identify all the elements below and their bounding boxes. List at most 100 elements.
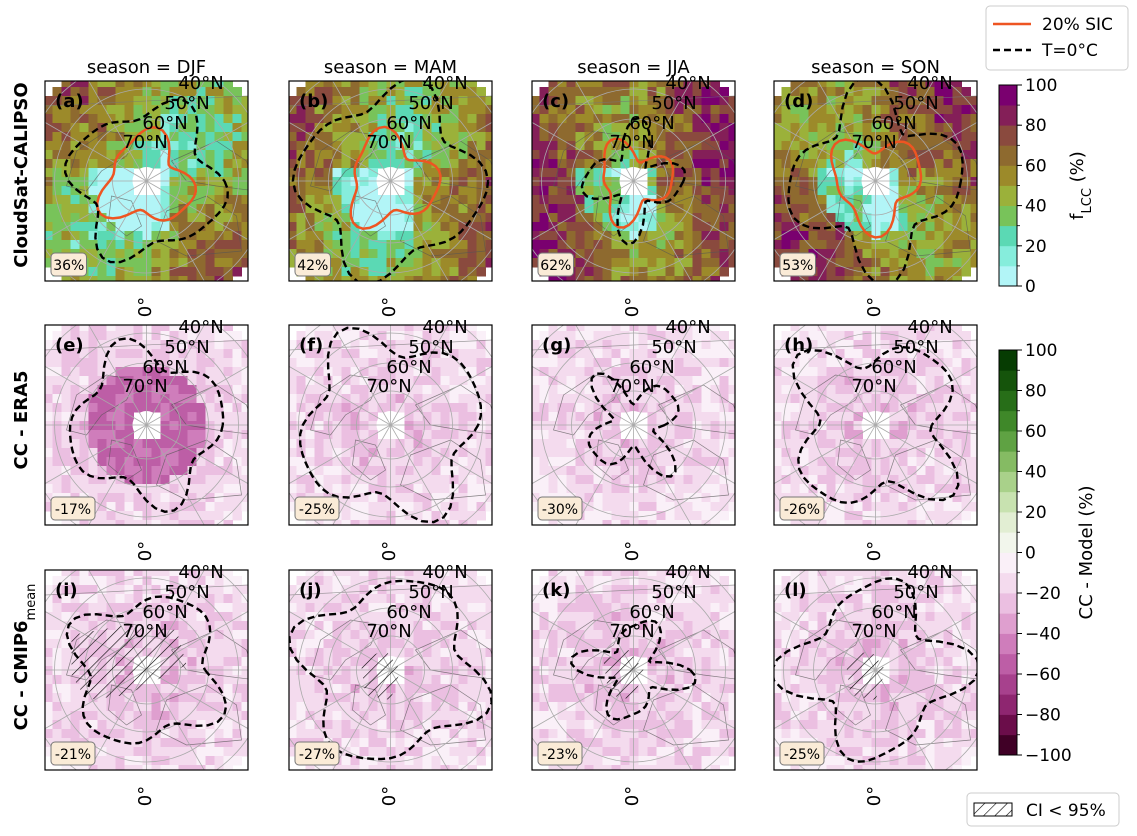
heatmap-cell xyxy=(323,603,333,613)
heatmap-cell xyxy=(79,331,89,341)
heatmap-cell xyxy=(151,394,161,404)
heatmap-cell xyxy=(665,340,675,350)
heatmap-cell xyxy=(611,231,621,241)
heatmap-cell xyxy=(593,258,603,268)
heatmap-cell xyxy=(719,87,729,97)
panel-h: 40°N50°N60°N70°N(h)-26%0° xyxy=(773,317,978,561)
heatmap-cell xyxy=(133,123,143,133)
heatmap-cell xyxy=(323,81,333,88)
heatmap-cell xyxy=(88,141,98,151)
heatmap-cell xyxy=(169,493,179,503)
heatmap-cell xyxy=(871,493,881,503)
heatmap-cell xyxy=(656,114,666,124)
heatmap-cell xyxy=(629,141,639,151)
heatmap-cell xyxy=(728,502,735,512)
heatmap-cell xyxy=(952,276,962,281)
heatmap-cell xyxy=(593,349,603,359)
heatmap-cell xyxy=(115,747,125,757)
heatmap-cell xyxy=(934,276,944,281)
heatmap-cell xyxy=(124,594,134,604)
heatmap-cell xyxy=(575,159,585,169)
heatmap-cell xyxy=(52,231,62,241)
heatmap-cell xyxy=(808,204,818,214)
heatmap-cell xyxy=(952,376,962,386)
heatmap-cell xyxy=(289,466,297,476)
heatmap-cell xyxy=(701,502,711,512)
heatmap-cell xyxy=(196,340,206,350)
heatmap-cell xyxy=(196,186,206,196)
heatmap-cell xyxy=(178,132,188,142)
heatmap-cell xyxy=(934,367,944,377)
heatmap-cell xyxy=(790,231,800,241)
heatmap-cell xyxy=(413,249,423,259)
heatmap-cell xyxy=(593,150,603,160)
heatmap-cell xyxy=(305,594,315,604)
heatmap-cell xyxy=(97,231,107,241)
heatmap-cell xyxy=(683,448,693,458)
heatmap-cell xyxy=(395,439,405,449)
heatmap-cell xyxy=(925,367,935,377)
heatmap-cell xyxy=(223,648,233,658)
heatmap-cell xyxy=(808,403,818,413)
heatmap-cell xyxy=(341,358,351,368)
heatmap-cell xyxy=(781,466,791,476)
heatmap-cell xyxy=(458,340,468,350)
heatmap-cell xyxy=(683,240,693,250)
heatmap-cell xyxy=(584,213,594,223)
heatmap-cell xyxy=(467,81,477,88)
longitude-line xyxy=(45,121,248,241)
heatmap-cell xyxy=(241,123,248,133)
heatmap-cell xyxy=(205,603,215,613)
heatmap-cell xyxy=(907,385,917,395)
heatmap-cell xyxy=(187,367,197,377)
heatmap-cell xyxy=(142,222,152,232)
heatmap-cell xyxy=(656,150,666,160)
heatmap-cell xyxy=(611,114,621,124)
heatmap-cell xyxy=(305,340,315,350)
heatmap-cell xyxy=(314,204,324,214)
heatmap-cell xyxy=(790,331,800,341)
heatmap-cell xyxy=(943,412,953,422)
heatmap-cell xyxy=(341,168,351,178)
heatmap-cell xyxy=(557,87,567,97)
heatmap-cell xyxy=(178,403,188,413)
panel-j: 40°N50°N60°N70°N(j)-27%0° xyxy=(288,562,493,806)
heatmap-cell xyxy=(241,747,248,757)
heatmap-cell xyxy=(142,213,152,223)
heatmap-cell xyxy=(169,502,179,512)
longitude-label: 0° xyxy=(379,541,400,561)
heatmap-cell xyxy=(178,325,188,332)
heatmap-cell xyxy=(377,114,387,124)
heatmap-cell xyxy=(289,439,297,449)
heatmap-cell xyxy=(728,240,735,250)
heatmap-cell xyxy=(178,585,188,595)
heatmap-cell xyxy=(142,367,152,377)
heatmap-cell xyxy=(169,684,179,694)
heatmap-cell xyxy=(323,394,333,404)
heatmap-cell xyxy=(413,105,423,115)
heatmap-cell xyxy=(377,520,387,525)
heatmap-cell xyxy=(79,358,89,368)
heatmap-cell xyxy=(70,325,80,332)
heatmap-cell xyxy=(232,711,242,721)
heatmap-cell xyxy=(952,105,962,115)
heatmap-cell xyxy=(880,493,890,503)
heatmap-cell xyxy=(593,222,603,232)
heatmap-cell xyxy=(638,123,648,133)
heatmap-cell xyxy=(413,340,423,350)
heatmap-cell xyxy=(79,576,89,586)
heatmap-cell xyxy=(187,630,197,640)
heatmap-cell xyxy=(70,594,80,604)
heatmap-cell xyxy=(205,168,215,178)
heatmap-cell xyxy=(647,267,657,277)
heatmap-cell xyxy=(124,448,134,458)
heatmap-cell xyxy=(395,87,405,97)
heatmap-cell xyxy=(422,177,432,187)
heatmap-cell xyxy=(332,430,342,440)
heatmap-cell xyxy=(196,693,206,703)
heatmap-cell xyxy=(602,159,612,169)
heatmap-cell xyxy=(566,331,576,341)
heatmap-cell xyxy=(52,340,62,350)
heatmap-cell xyxy=(467,421,477,431)
heatmap-cell xyxy=(674,132,684,142)
